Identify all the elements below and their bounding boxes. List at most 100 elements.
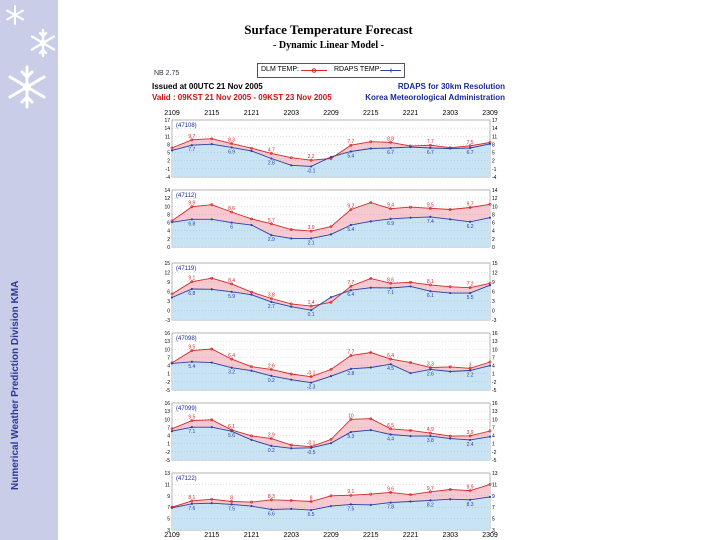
dlm-point	[289, 498, 293, 502]
y-tick-label-left: 11	[165, 482, 170, 488]
dlm-point	[289, 228, 293, 231]
rdaps-point	[329, 375, 333, 378]
rdaps-data-label: 0.1	[308, 312, 315, 318]
y-tick-label-left: 9	[167, 494, 170, 500]
dlm-data-label: 8	[230, 496, 233, 502]
rdaps-area	[172, 361, 490, 390]
rdaps-point	[310, 309, 313, 312]
rdaps-point	[270, 157, 273, 160]
y-tick-label-right: 9	[492, 494, 495, 500]
y-tick-label-left: 17	[164, 118, 170, 124]
difference-area	[172, 138, 490, 167]
station-tag: NB 2.75	[154, 70, 180, 77]
y-tick-label-left: 8	[167, 142, 170, 148]
rdaps-point	[290, 237, 293, 240]
y-tick-label-right: 0	[492, 245, 495, 251]
dlm-data-label: 6.1	[228, 424, 235, 430]
rdaps-data-label: 5.4	[347, 227, 354, 233]
y-tick-label-right: 5	[492, 517, 495, 523]
rdaps-point	[230, 146, 233, 149]
y-tick-label-right: 7	[492, 355, 495, 361]
dlm-point	[210, 418, 214, 422]
dlm-data-label: 7.7	[347, 280, 354, 286]
y-tick-label-left: -4	[166, 175, 171, 181]
dlm-point	[349, 208, 353, 211]
rdaps-point	[349, 430, 352, 434]
rdaps-data-label: 3.8	[427, 438, 434, 444]
dlm-point	[190, 138, 194, 142]
dlm-point	[289, 302, 293, 306]
rdaps-data-label: 2.8	[268, 161, 275, 167]
station-label: (47122)	[176, 476, 197, 482]
dlm-data-label: -0.1	[307, 371, 316, 377]
dlm-point	[349, 354, 353, 357]
y-tick-label-left: 13	[164, 471, 170, 477]
rdaps-point	[329, 442, 333, 445]
y-tick-label-right: 16	[492, 401, 498, 407]
dlm-series-line	[171, 202, 491, 232]
rdaps-point	[329, 296, 333, 299]
dlm-point	[309, 375, 313, 379]
rdaps-data-label: 2.1	[308, 240, 315, 246]
y-tick-label-left: 13	[164, 409, 170, 415]
dlm-data-label: 4.9	[427, 427, 434, 433]
dlm-data-label: 6.5	[387, 423, 394, 429]
dlm-point	[409, 361, 412, 364]
legend-rdaps-swatch	[381, 68, 401, 73]
dlm-data-label: 7.7	[347, 350, 354, 356]
rdaps-point	[250, 438, 253, 442]
station-label: (47112)	[176, 193, 196, 199]
dlm-point	[170, 427, 174, 431]
rdaps-point	[349, 503, 352, 506]
dlm-data-label: 8.6	[228, 206, 235, 212]
dlm-data-label: 3	[469, 362, 472, 368]
x-tick-label: 2115	[204, 532, 220, 539]
legend-dlm-label: DLM TEMP:	[261, 66, 299, 73]
dlm-point	[468, 434, 472, 438]
dlm-point	[269, 151, 273, 155]
dlm-data-label: 9.7	[467, 202, 474, 208]
y-tick-label-right: 12	[492, 271, 498, 277]
dlm-point	[289, 156, 293, 160]
y-tick-label-right: 1	[492, 442, 495, 448]
dlm-data-label: 8	[310, 496, 313, 502]
y-tick-label-left: 4	[167, 434, 170, 440]
x-tick-label: 2121	[243, 110, 260, 117]
dlm-data-label: 8.3	[228, 138, 235, 144]
y-tick-label-right: -3	[492, 318, 497, 324]
y-tick-label-right: -4	[492, 175, 497, 181]
rdaps-point	[190, 144, 193, 147]
y-tick-label-right: 0	[492, 309, 495, 315]
dlm-data-label: 6.4	[387, 353, 394, 359]
dlm-point	[428, 143, 432, 147]
y-tick-label-right: 3	[492, 528, 495, 534]
y-tick-label-right: 1	[492, 372, 495, 378]
y-tick-label-left: 16	[164, 401, 170, 407]
rdaps-point	[469, 438, 472, 442]
dlm-point	[250, 500, 253, 504]
y-tick-label-right: 4	[492, 229, 495, 235]
y-tick-label-left: 7	[167, 355, 170, 361]
dlm-series-line	[171, 418, 491, 448]
rdaps-point	[190, 218, 193, 221]
dlm-point	[349, 284, 353, 288]
y-tick-label-left: 7	[167, 505, 170, 511]
rdaps-point	[170, 296, 174, 299]
x-tick-label: 2209	[323, 110, 339, 117]
dlm-data-label: 3.9	[467, 430, 474, 436]
x-tick-label: 2303	[442, 532, 459, 539]
rdaps-data-label: 7.5	[347, 506, 354, 512]
rdaps-point	[409, 216, 412, 219]
y-tick-label-right: 13	[492, 409, 498, 415]
difference-area	[172, 484, 490, 511]
y-tick-label-left: 8	[167, 212, 170, 218]
y-tick-label-left: -5	[166, 458, 171, 464]
rdaps-point	[170, 506, 174, 509]
y-tick-label-left: -1	[166, 167, 171, 173]
dlm-point	[389, 490, 393, 494]
dlm-point	[389, 357, 393, 361]
rdaps-point	[190, 287, 193, 291]
rdaps-point	[469, 498, 472, 501]
rdaps-data-label: -2.3	[307, 385, 316, 391]
dlm-point	[389, 281, 393, 285]
